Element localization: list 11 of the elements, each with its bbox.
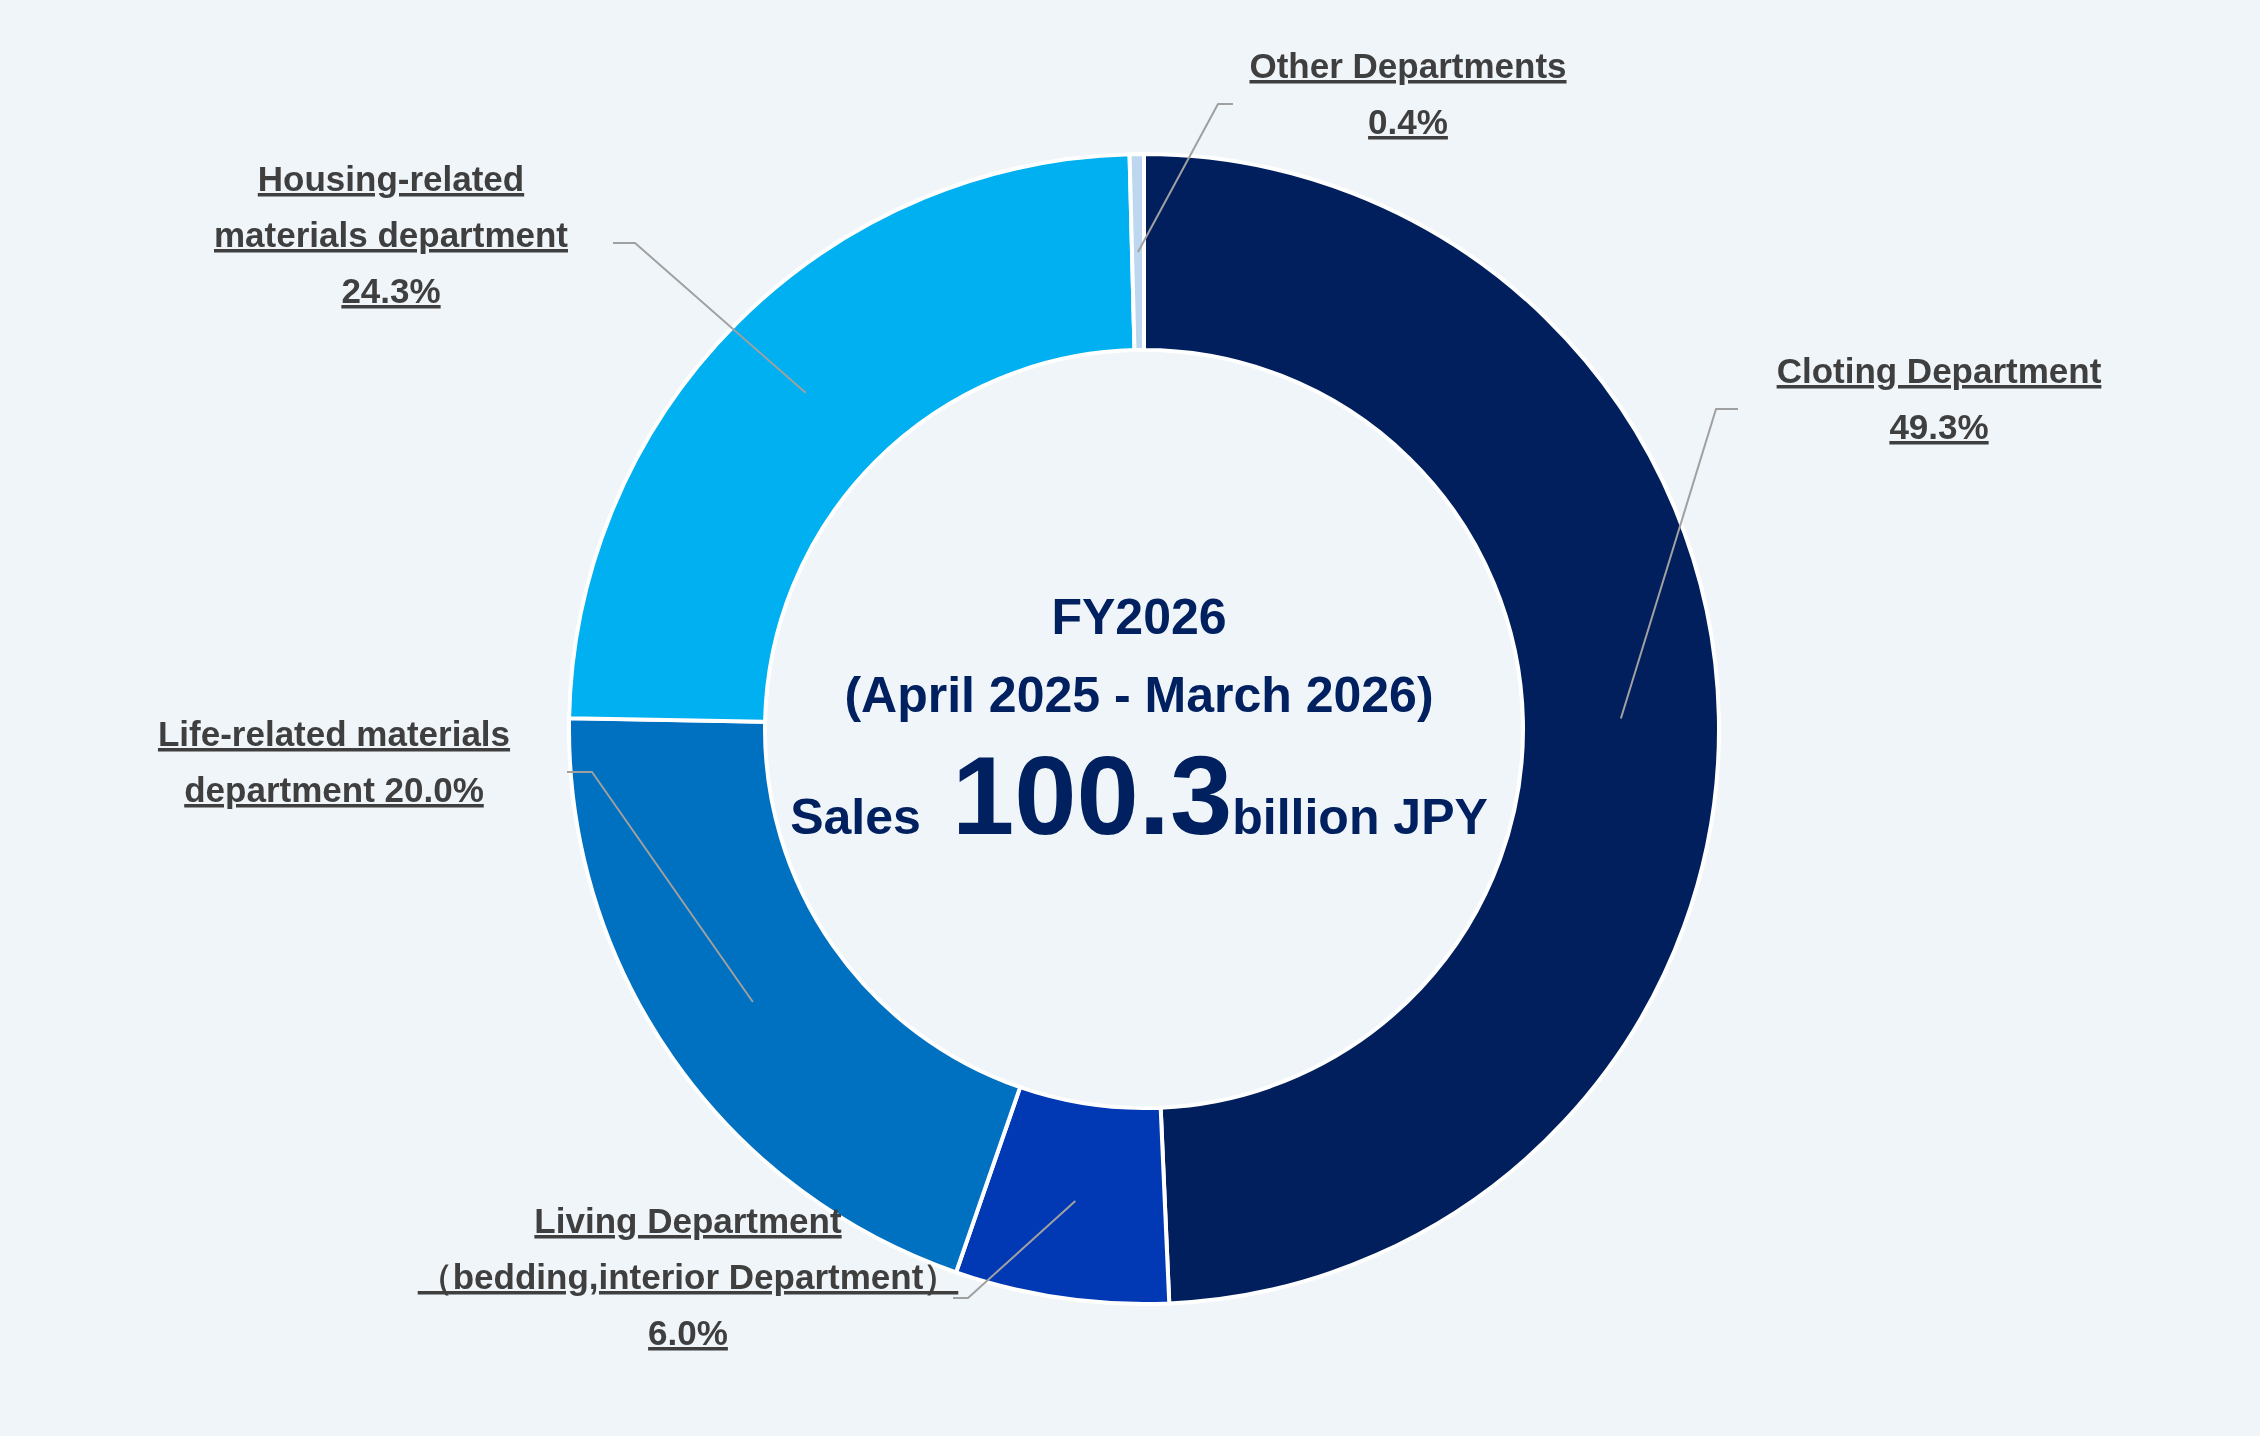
text: (April 2025 - March 2026) [844, 667, 1434, 723]
slice-label: Life-related materials department 20.0% [157, 714, 511, 809]
data-label: 6.0% [648, 1313, 728, 1352]
text: Sales 100.3billion JPY [790, 733, 1488, 858]
text: FY2026 [1051, 589, 1227, 645]
data-label: 24.3% [341, 271, 441, 310]
slice-label: Housing-related materials department [213, 159, 569, 254]
slice-label: Other Departments [1249, 46, 1567, 85]
data-label: 0.4% [1368, 102, 1448, 141]
data-label: 49.3% [1889, 407, 1989, 446]
slice-label: Cloting Department [1776, 351, 2102, 390]
